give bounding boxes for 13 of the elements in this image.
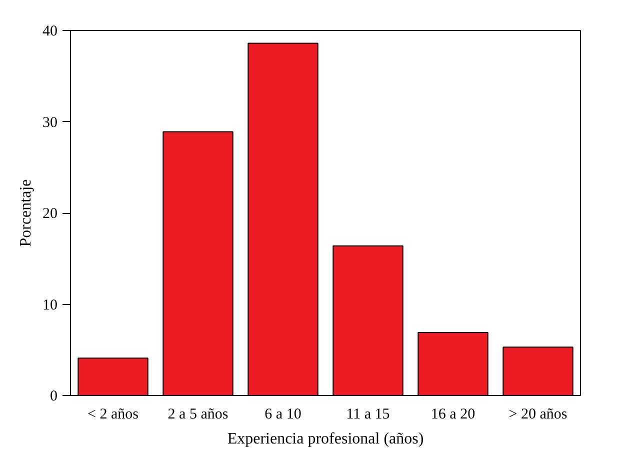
y-tick-label: 40 — [42, 24, 58, 40]
x-tick-label: 16 a 20 — [430, 406, 476, 422]
x-axis-title: Experiencia profesional (años) — [227, 430, 424, 448]
y-axis-title: Porcentaje — [18, 179, 34, 247]
x-tick-label: < 2 años — [88, 406, 139, 422]
y-tick-label: 30 — [42, 114, 58, 131]
x-tick-label: 2 a 5 años — [168, 406, 228, 422]
x-tick-label: > 20 años — [508, 406, 568, 422]
x-tick-label: 11 a 15 — [346, 406, 390, 422]
x-tick-label: 6 a 10 — [264, 406, 302, 422]
y-tick-label: 10 — [42, 297, 58, 314]
y-tick-label: 20 — [42, 206, 58, 222]
y-tick-label: 0 — [50, 388, 58, 404]
